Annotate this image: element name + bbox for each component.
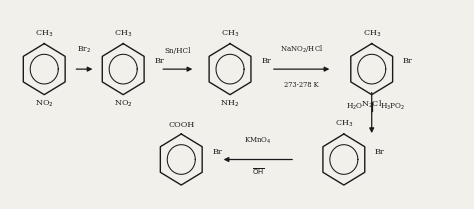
Text: $\overline{\mathrm{OH}}$: $\overline{\mathrm{OH}}$ — [252, 167, 264, 177]
Text: Sn/HCl: Sn/HCl — [164, 47, 191, 55]
Text: CH$_3$: CH$_3$ — [335, 119, 353, 129]
Text: N$_2$Cl: N$_2$Cl — [361, 99, 383, 110]
Text: CH$_3$: CH$_3$ — [114, 28, 132, 39]
Text: NO$_2$: NO$_2$ — [114, 99, 133, 109]
Text: NaNO$_2$/HCl: NaNO$_2$/HCl — [280, 44, 323, 55]
Text: CH$_3$: CH$_3$ — [35, 28, 54, 39]
Text: KMnO$_4$: KMnO$_4$ — [244, 136, 272, 146]
Text: Br: Br — [375, 148, 385, 156]
Text: COOH: COOH — [168, 121, 194, 129]
Text: Br: Br — [261, 57, 271, 65]
Text: Br: Br — [155, 57, 164, 65]
Text: CH$_3$: CH$_3$ — [363, 28, 381, 39]
Text: CH$_3$: CH$_3$ — [221, 28, 239, 39]
Text: NO$_2$: NO$_2$ — [35, 99, 54, 109]
Text: NH$_2$: NH$_2$ — [220, 99, 239, 109]
Text: H$_2$O: H$_2$O — [346, 102, 364, 112]
Text: Br$_2$: Br$_2$ — [77, 45, 91, 55]
Text: Br: Br — [212, 148, 222, 156]
Text: H$_3$PO$_2$: H$_3$PO$_2$ — [380, 102, 405, 112]
Text: Br: Br — [403, 57, 412, 65]
Text: 273-278 K: 273-278 K — [284, 81, 319, 89]
